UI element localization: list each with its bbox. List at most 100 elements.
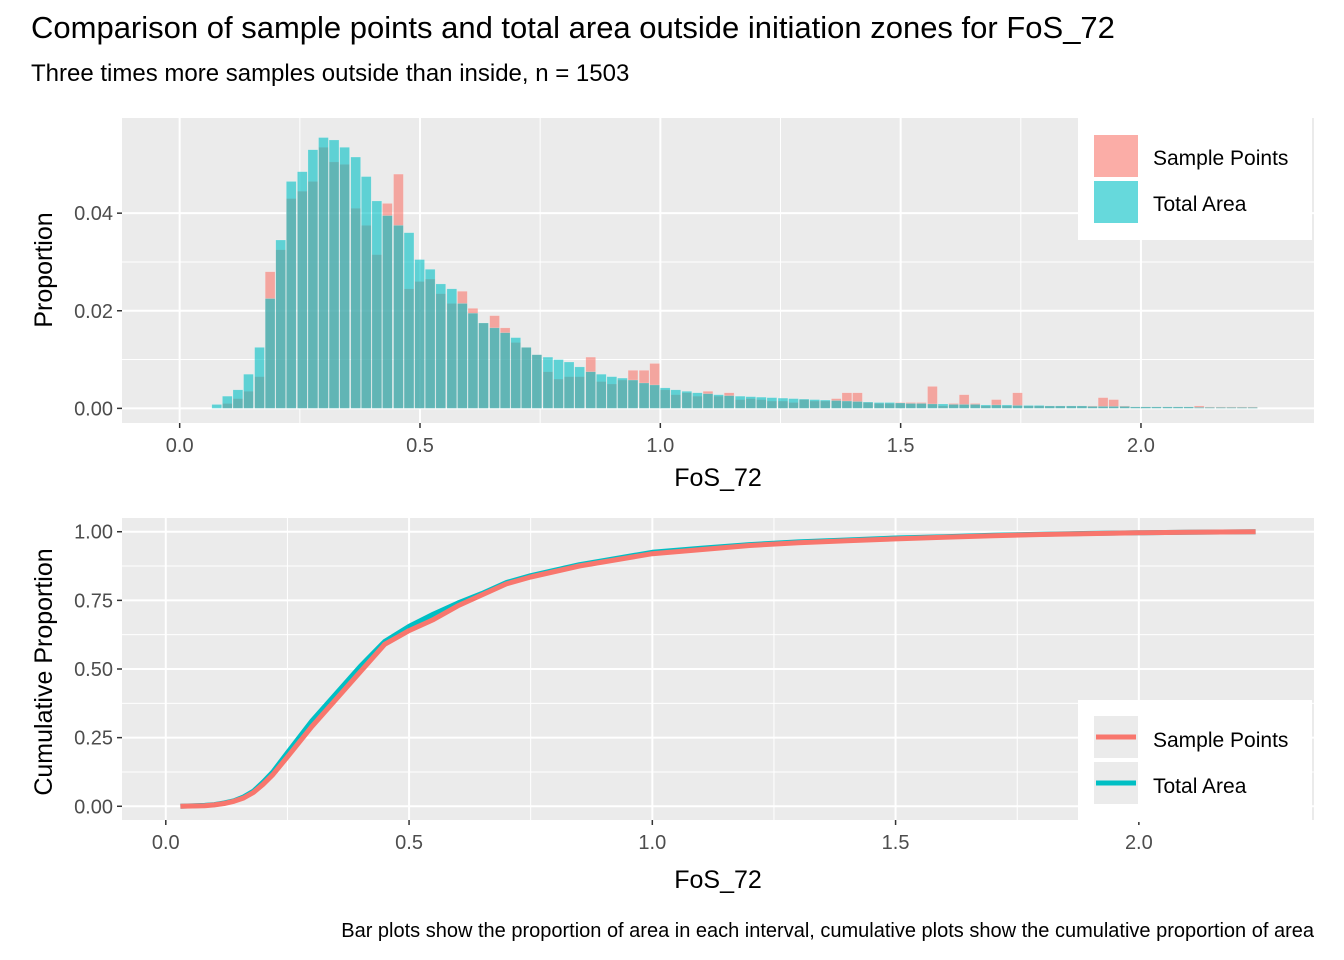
- bar-total-area: [735, 395, 746, 409]
- histogram-legend: Sample Points Total Area: [1078, 118, 1312, 240]
- bar-sample-points: [958, 394, 970, 409]
- total-area-bars: [211, 137, 1258, 409]
- bar-total-area: [809, 399, 820, 409]
- bar-total-area: [222, 395, 233, 409]
- bar-total-area: [297, 171, 308, 409]
- bar-total-area: [617, 377, 628, 409]
- y-tick-label: 0.25: [74, 728, 113, 750]
- bar-total-area: [980, 404, 991, 409]
- bar-total-area: [393, 225, 404, 409]
- bar-total-area: [1044, 405, 1055, 409]
- bar-total-area: [1033, 405, 1045, 409]
- bar-total-area: [670, 389, 681, 409]
- bar-total-area: [702, 393, 714, 409]
- bar-total-area: [841, 400, 853, 409]
- y-tick-label: 0.02: [74, 301, 113, 323]
- bar-total-area: [350, 156, 361, 409]
- bar-total-area: [895, 402, 906, 409]
- bar-total-area: [563, 361, 575, 409]
- bar-total-area: [948, 404, 959, 409]
- bar-total-area: [542, 356, 554, 409]
- bar-total-area: [435, 283, 446, 409]
- bar-total-area: [627, 379, 639, 409]
- bar-total-area: [916, 403, 927, 409]
- bar-total-area: [254, 347, 265, 409]
- bar-total-area: [403, 232, 415, 409]
- bar-total-area: [1140, 406, 1152, 409]
- cumulative-lines: [180, 529, 1256, 809]
- bar-total-area: [1066, 405, 1077, 409]
- bar-total-area: [937, 403, 949, 409]
- bar-total-area: [499, 332, 511, 409]
- bar-total-area: [1236, 407, 1248, 409]
- bar-total-area: [1023, 405, 1034, 409]
- bar-total-area: [1087, 406, 1098, 409]
- bar-total-area: [820, 399, 831, 409]
- bar-total-area: [1172, 406, 1184, 409]
- bar-total-area: [638, 382, 650, 409]
- histogram-y-axis-title: Proportion: [30, 212, 58, 327]
- x-tick-label: 0.5: [406, 435, 434, 457]
- bar-total-area: [1162, 406, 1173, 409]
- y-tick-label: 0.75: [74, 590, 113, 612]
- bar-total-area: [446, 288, 457, 409]
- y-tick-label: 1.00: [74, 522, 113, 544]
- bar-total-area: [510, 337, 521, 409]
- bar-total-area: [414, 259, 425, 409]
- bar-total-area: [905, 403, 917, 409]
- legend-key-total-area: [1094, 181, 1138, 223]
- x-tick-label: 1.0: [638, 832, 666, 854]
- bar-total-area: [1055, 405, 1066, 409]
- bar-total-area: [467, 312, 479, 409]
- bar-total-area: [777, 397, 789, 409]
- bar-total-area: [275, 239, 286, 409]
- bar-total-area: [339, 147, 350, 409]
- bar-total-area: [1012, 405, 1023, 409]
- bar-total-area: [970, 404, 981, 409]
- bar-total-area: [1097, 406, 1109, 409]
- bar-total-area: [1247, 407, 1258, 409]
- figure-caption: Bar plots show the proportion of area in…: [341, 920, 1314, 942]
- bar-total-area: [585, 371, 596, 409]
- cumulative-panel: 0.0 0.5 1.0 1.5 2.0 0.00 0.25 0.50 0.75 1.00 FoS…: [30, 518, 1314, 894]
- x-tick-label: 1.5: [887, 435, 915, 457]
- bar-total-area: [713, 394, 724, 409]
- bar-total-area: [862, 401, 874, 409]
- cumulative-x-tick-labels: 0.0 0.5 1.0 1.5 2.0: [152, 820, 1153, 854]
- y-tick-label: 0.04: [74, 203, 113, 225]
- bar-total-area: [766, 397, 778, 409]
- bar-total-area: [958, 404, 970, 409]
- cumulative-legend: Sample Points Total Area: [1078, 700, 1312, 822]
- x-tick-label: 0.5: [395, 832, 423, 854]
- cumulative-y-tick-labels: 0.00 0.25 0.50 0.75 1.00: [74, 522, 122, 818]
- histogram-y-tick-labels: 0.00 0.02 0.04: [74, 203, 122, 420]
- x-tick-label: 0.0: [152, 832, 180, 854]
- bar-total-area: [1130, 406, 1141, 409]
- legend-label-sample-points: Sample Points: [1153, 147, 1288, 170]
- x-tick-label: 0.0: [166, 435, 194, 457]
- bar-total-area: [489, 327, 500, 409]
- x-tick-label: 2.0: [1125, 832, 1153, 854]
- bar-total-area: [884, 402, 895, 409]
- histogram-panel: 0.0 0.5 1.0 1.5 2.0 0.00 0.02 0.04 FoS_72 Prop…: [30, 118, 1314, 492]
- legend-label-total-area: Total Area: [1153, 193, 1247, 216]
- bar-total-area: [574, 366, 585, 409]
- bar-total-area: [521, 347, 532, 409]
- y-tick-label: 0.00: [74, 398, 113, 420]
- bar-total-area: [649, 384, 660, 409]
- bar-total-area: [681, 391, 693, 409]
- cumulative-x-axis-title: FoS_72: [674, 866, 762, 894]
- bar-total-area: [382, 215, 393, 409]
- bar-total-area: [798, 398, 810, 409]
- bar-total-area: [307, 149, 319, 409]
- bar-total-area: [991, 404, 1002, 409]
- bar-total-area: [1226, 407, 1237, 409]
- bar-total-area: [361, 176, 372, 409]
- bar-total-area: [457, 303, 468, 409]
- chart-subtitle: Three times more samples outside than in…: [31, 60, 630, 87]
- bar-total-area: [788, 398, 799, 409]
- legend-label-total-area-cum: Total Area: [1153, 775, 1247, 798]
- bar-total-area: [318, 137, 329, 409]
- x-tick-label: 2.0: [1127, 435, 1155, 457]
